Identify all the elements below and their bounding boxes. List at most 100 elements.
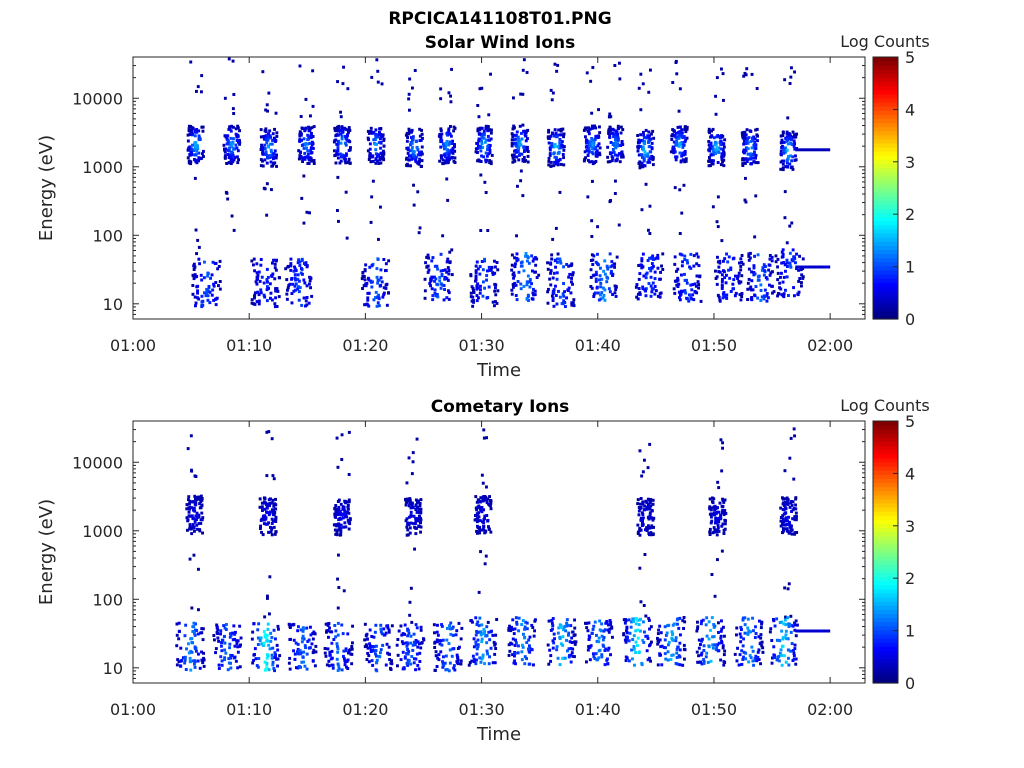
data-cell [418, 160, 421, 163]
data-cell [563, 656, 567, 660]
data-cell [347, 527, 351, 531]
data-cell [776, 292, 780, 295]
data-cell [779, 287, 783, 291]
data-cell [408, 600, 412, 604]
data-cell [648, 507, 652, 510]
data-cell [485, 436, 488, 440]
data-cell [188, 514, 192, 518]
data-cell [726, 260, 730, 264]
data-cell [212, 284, 216, 288]
data-cell [793, 518, 797, 522]
data-cell [477, 158, 481, 162]
data-cell [522, 269, 526, 273]
data-cell [345, 510, 348, 514]
data-cell [597, 298, 601, 302]
data-cell [480, 139, 484, 143]
data-cell [482, 133, 486, 137]
data-cell [651, 158, 655, 162]
data-cell [409, 154, 412, 158]
data-cell [489, 268, 493, 272]
data-cell [259, 135, 263, 139]
data-cell [231, 59, 235, 63]
data-cell [676, 285, 680, 288]
data-cell [227, 140, 230, 144]
data-cell [785, 130, 789, 134]
data-cell [737, 271, 741, 275]
data-cell [216, 267, 220, 271]
data-cell [652, 136, 656, 140]
data-cell [606, 145, 610, 149]
data-cell [591, 274, 595, 278]
data-cell [261, 642, 264, 646]
data-cell [647, 282, 651, 285]
data-cell [193, 662, 196, 666]
data-cell [339, 132, 342, 136]
data-cell [799, 268, 803, 272]
data-cell [260, 275, 264, 279]
data-cell [404, 499, 408, 503]
data-cell [638, 566, 642, 570]
data-cell [721, 292, 725, 296]
x-tick-label: 01:20 [342, 336, 388, 355]
data-cell [798, 277, 802, 280]
data-cell [551, 299, 555, 302]
data-cell [794, 503, 797, 507]
data-cell [530, 623, 534, 627]
data-cell [301, 272, 304, 276]
data-cell [666, 624, 670, 628]
data-cell [200, 300, 204, 304]
data-cell [474, 643, 478, 647]
data-cell [648, 204, 652, 208]
data-cell [793, 532, 796, 536]
data-cell [521, 619, 525, 623]
data-cell [212, 282, 215, 286]
data-cell [414, 508, 418, 511]
data-cell [642, 156, 646, 160]
data-cell [677, 282, 681, 286]
data-cell [484, 554, 488, 558]
data-cell [184, 668, 188, 671]
data-cell [620, 150, 624, 154]
data-cell [648, 232, 652, 235]
data-cell [791, 517, 795, 521]
data-cell [189, 434, 193, 438]
data-cell [311, 632, 315, 635]
data-cell [585, 138, 588, 142]
data-cell [470, 285, 474, 289]
data-cell [511, 653, 514, 657]
data-cell [556, 63, 560, 67]
data-cell [438, 159, 442, 163]
data-cell [681, 145, 685, 149]
data-cell [230, 654, 234, 657]
data-cell [407, 127, 411, 131]
data-cell [379, 146, 382, 150]
data-cell [561, 127, 565, 131]
data-cell [778, 651, 782, 655]
data-cell [299, 665, 302, 669]
data-cell [637, 623, 641, 627]
heatmap-area [186, 57, 831, 309]
data-cell [413, 547, 416, 551]
data-cell [638, 272, 642, 276]
data-cell [710, 519, 714, 523]
data-cell [554, 131, 558, 135]
data-cell [795, 252, 798, 256]
data-cell [562, 148, 566, 152]
data-cell [749, 157, 752, 161]
data-cell [661, 268, 665, 271]
data-cell [567, 275, 571, 279]
data-cell [549, 88, 553, 92]
data-cell [476, 620, 480, 624]
data-cell [740, 292, 744, 295]
data-cell [621, 153, 625, 157]
data-cell [590, 631, 594, 635]
data-cell [375, 661, 379, 665]
data-cell [653, 257, 657, 261]
data-cell [430, 276, 434, 280]
data-cell [485, 501, 489, 505]
data-cell [272, 155, 276, 159]
data-cell [474, 271, 478, 275]
colorbar-step [873, 474, 898, 479]
data-cell [409, 136, 413, 140]
data-cell [265, 288, 269, 292]
